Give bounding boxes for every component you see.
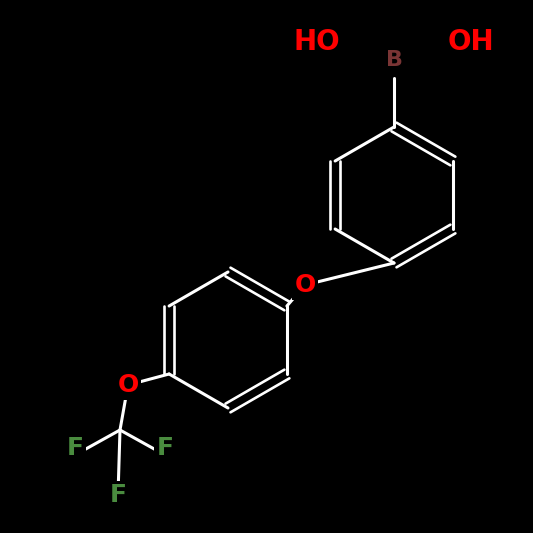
Text: B: B bbox=[385, 50, 402, 70]
Text: F: F bbox=[157, 436, 174, 460]
Text: F: F bbox=[109, 483, 126, 507]
Text: O: O bbox=[117, 373, 139, 397]
Text: HO: HO bbox=[293, 28, 340, 56]
Text: F: F bbox=[67, 436, 84, 460]
Text: OH: OH bbox=[448, 28, 495, 56]
Text: O: O bbox=[294, 273, 316, 297]
